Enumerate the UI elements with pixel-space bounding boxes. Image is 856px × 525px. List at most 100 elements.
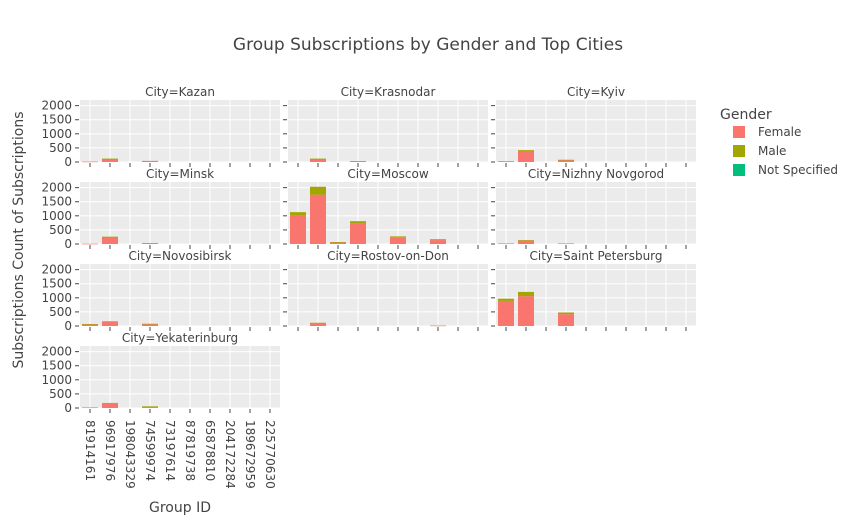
bar-segment (558, 159, 574, 161)
bar-segment (310, 194, 326, 244)
bar-segment (498, 300, 514, 326)
bar-segment (290, 215, 306, 244)
bar-segment (142, 160, 158, 162)
legend-swatch (733, 145, 745, 157)
bar-segment (142, 323, 158, 325)
facet-panel: City=Krasnodar (283, 85, 488, 167)
y-tick-label: 2000 (41, 345, 72, 359)
x-tick-label: 198043329 (123, 420, 137, 489)
facet-label: City=Minsk (146, 167, 214, 181)
bar-segment (310, 323, 326, 326)
y-axis-label: Subscriptions Count of Subscriptions (11, 112, 27, 369)
legend-entry-label: Not Specified (758, 163, 838, 177)
legend-entry-label: Female (758, 125, 801, 139)
y-tick-label: 1500 (41, 277, 72, 291)
panel-background (80, 182, 280, 244)
bar-segment (142, 243, 158, 244)
x-tick-label: 65878810 (203, 420, 217, 481)
y-tick-label: 1000 (41, 127, 72, 141)
panel-background (80, 100, 280, 162)
legend-title: Gender (720, 107, 772, 123)
bar-segment (558, 160, 574, 162)
bar-segment (102, 236, 118, 238)
bar-segment (498, 298, 514, 301)
bar-segment (558, 243, 574, 245)
facet-label: City=Moscow (347, 167, 428, 181)
legend-swatch (733, 164, 745, 176)
bar-segment (558, 314, 574, 326)
bar-segment (350, 221, 366, 224)
bar-segment (102, 402, 118, 404)
y-tick-label: 1000 (41, 291, 72, 305)
legend-item[interactable]: Male (733, 144, 786, 158)
panel-background (80, 346, 280, 408)
y-tick-label: 0 (64, 237, 72, 251)
x-tick-label: 81914161 (83, 420, 97, 481)
bar-segment (390, 236, 406, 238)
y-tick-label: 500 (49, 305, 72, 319)
y-tick-label: 0 (64, 155, 72, 169)
bar-segment (518, 291, 534, 297)
bar-segment (82, 324, 98, 325)
facet-label: City=Krasnodar (341, 85, 436, 99)
bar-segment (518, 240, 534, 241)
facet-label: City=Rostov-on-Don (327, 249, 449, 263)
facet-panels: City=Kazan0500100015002000City=Krasnodar… (41, 85, 696, 489)
y-tick-label: 2000 (41, 263, 72, 277)
y-tick-label: 0 (64, 319, 72, 333)
x-tick-label: 225770630 (263, 420, 277, 489)
bar-segment (430, 325, 446, 327)
x-tick-label: 87819738 (183, 420, 197, 481)
facet-panel: City=Nizhny Novgorod (491, 167, 696, 249)
bar-segment (310, 322, 326, 324)
y-tick-label: 1000 (41, 209, 72, 223)
y-tick-label: 2000 (41, 99, 72, 113)
panel-background (80, 264, 280, 326)
legend-item[interactable]: Female (733, 125, 801, 139)
bar-segment (102, 237, 118, 244)
panel-background (496, 182, 696, 244)
facet-label: City=Novosibirsk (128, 249, 231, 263)
facet-panel: City=Saint Petersburg (491, 249, 696, 331)
bar-segment (102, 403, 118, 408)
bar-segment (518, 240, 534, 244)
bar-segment (558, 312, 574, 315)
y-tick-label: 1500 (41, 195, 72, 209)
bar-segment (498, 161, 514, 162)
x-tick-label: 74599974 (143, 420, 157, 481)
facet-label: City=Kyiv (567, 85, 625, 99)
bar-segment (290, 212, 306, 216)
facet-panel: City=Moscow (283, 167, 488, 249)
facet-label: City=Yekaterinburg (122, 331, 238, 345)
bar-segment (102, 158, 118, 160)
legend-item[interactable]: Not Specified (733, 163, 838, 177)
bar-segment (102, 158, 118, 162)
bar-segment (498, 243, 514, 245)
bar-segment (350, 223, 366, 244)
bar-segment (142, 406, 158, 408)
facet-panel: City=Kyiv (491, 85, 696, 167)
bar-segment (82, 161, 98, 163)
y-tick-label: 500 (49, 387, 72, 401)
x-axis-label: Group ID (149, 500, 211, 516)
bar-segment (142, 406, 158, 407)
y-tick-label: 1500 (41, 359, 72, 373)
panel-background (288, 264, 488, 326)
y-tick-label: 1000 (41, 373, 72, 387)
facet-label: City=Nizhny Novgorod (528, 167, 664, 181)
bar-segment (102, 321, 118, 322)
bar-segment (350, 161, 366, 162)
legend-swatch (733, 126, 745, 138)
x-tick-label: 204172284 (223, 420, 237, 489)
panel-background (288, 100, 488, 162)
y-tick-label: 500 (49, 141, 72, 155)
facet-label: City=Saint Petersburg (529, 249, 662, 263)
bar-segment (430, 240, 446, 244)
bar-segment (102, 321, 118, 326)
y-tick-label: 0 (64, 401, 72, 415)
